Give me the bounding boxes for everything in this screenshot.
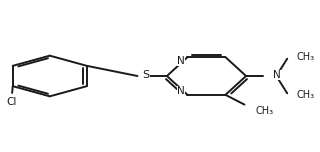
Text: N: N [177, 86, 185, 96]
Text: Cl: Cl [6, 97, 16, 107]
Text: S: S [142, 70, 150, 80]
Text: N: N [273, 70, 281, 80]
Text: CH₃: CH₃ [297, 90, 315, 100]
Text: CH₃: CH₃ [297, 52, 315, 62]
Text: N: N [177, 56, 185, 66]
Text: CH₃: CH₃ [256, 106, 274, 116]
